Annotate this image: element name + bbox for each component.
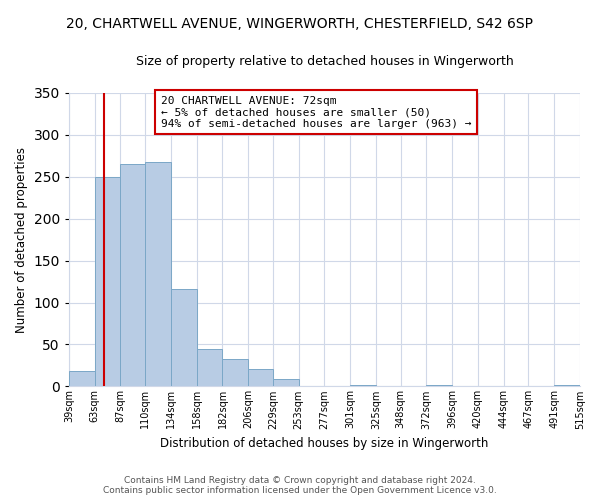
Y-axis label: Number of detached properties: Number of detached properties [15,146,28,332]
Bar [121,164,145,386]
Bar [223,358,248,386]
Bar [273,379,299,386]
Title: Size of property relative to detached houses in Wingerworth: Size of property relative to detached ho… [136,55,514,68]
X-axis label: Distribution of detached houses by size in Wingerworth: Distribution of detached houses by size … [160,437,488,450]
Bar [350,384,376,386]
Bar [248,369,273,386]
Text: 20, CHARTWELL AVENUE, WINGERWORTH, CHESTERFIELD, S42 6SP: 20, CHARTWELL AVENUE, WINGERWORTH, CHEST… [67,18,533,32]
Bar [171,289,197,386]
Bar [427,384,452,386]
Bar [197,348,223,387]
Bar [554,384,580,386]
Text: 20 CHARTWELL AVENUE: 72sqm
← 5% of detached houses are smaller (50)
94% of semi-: 20 CHARTWELL AVENUE: 72sqm ← 5% of detac… [161,96,472,129]
Bar [145,162,171,386]
Text: Contains HM Land Registry data © Crown copyright and database right 2024.
Contai: Contains HM Land Registry data © Crown c… [103,476,497,495]
Bar [95,176,121,386]
Bar [69,372,95,386]
